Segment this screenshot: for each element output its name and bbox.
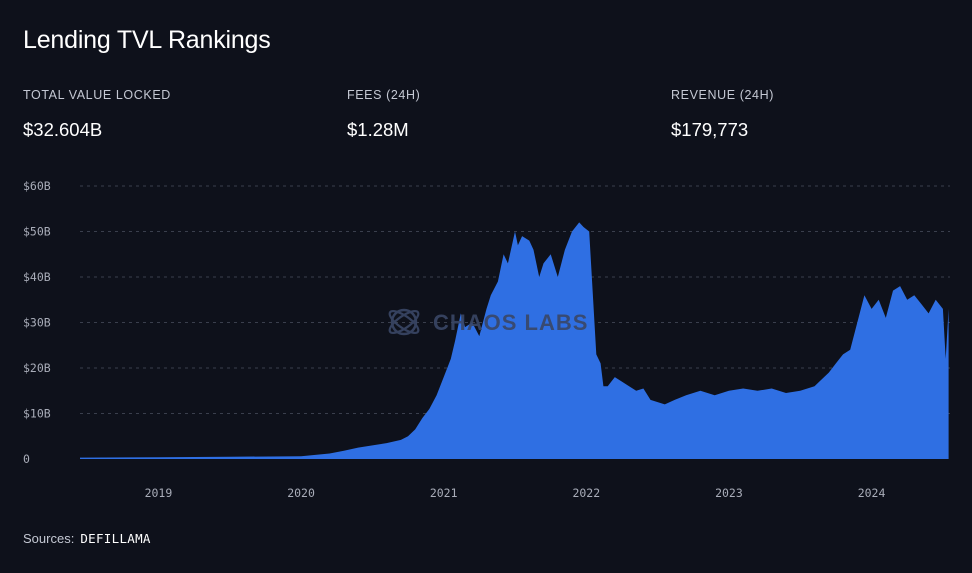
watermark: CHAOS LABS bbox=[388, 308, 588, 336]
metric-total-value-locked: TOTAL VALUE LOCKED $32.604B bbox=[23, 88, 171, 141]
sources-label: Sources: bbox=[23, 531, 75, 546]
metric-fees-24h: FEES (24H) $1.28M bbox=[347, 88, 420, 141]
x-tick-label: 2020 bbox=[287, 486, 315, 500]
chaos-labs-logo-icon bbox=[388, 308, 420, 336]
x-tick-label: 2022 bbox=[572, 486, 600, 500]
tvl-area-series bbox=[80, 222, 949, 459]
metric-value: $32.604B bbox=[23, 119, 103, 140]
y-tick-label: $30B bbox=[23, 316, 51, 330]
watermark-text: CHAOS LABS bbox=[433, 310, 588, 335]
y-tick-label: $20B bbox=[23, 361, 51, 375]
x-tick-label: 2021 bbox=[430, 486, 458, 500]
metric-label: REVENUE (24H) bbox=[671, 88, 774, 102]
page-title: Lending TVL Rankings bbox=[23, 26, 271, 54]
x-tick-label: 2019 bbox=[145, 486, 173, 500]
sources-line: Sources: DEFILLAMA bbox=[23, 531, 151, 546]
y-tick-label: $60B bbox=[23, 179, 51, 193]
y-tick-label: $10B bbox=[23, 407, 51, 421]
x-tick-label: 2023 bbox=[715, 486, 743, 500]
y-tick-label: $50B bbox=[23, 225, 51, 239]
metric-revenue-24h: REVENUE (24H) $179,773 bbox=[671, 88, 774, 141]
x-tick-label: 2024 bbox=[858, 486, 886, 500]
metric-value: $1.28M bbox=[347, 119, 409, 140]
metric-value: $179,773 bbox=[671, 119, 749, 140]
sources-value: DEFILLAMA bbox=[80, 531, 151, 546]
y-tick-label: 0 bbox=[23, 452, 30, 466]
metric-label: FEES (24H) bbox=[347, 88, 421, 102]
y-axis-labels: 0 $10B $20B $30B $40B $50B $60B bbox=[23, 179, 51, 466]
metric-label: TOTAL VALUE LOCKED bbox=[23, 88, 171, 102]
y-tick-label: $40B bbox=[23, 270, 51, 284]
x-axis-labels: 2019 2020 2021 2022 2023 2024 bbox=[145, 486, 886, 500]
